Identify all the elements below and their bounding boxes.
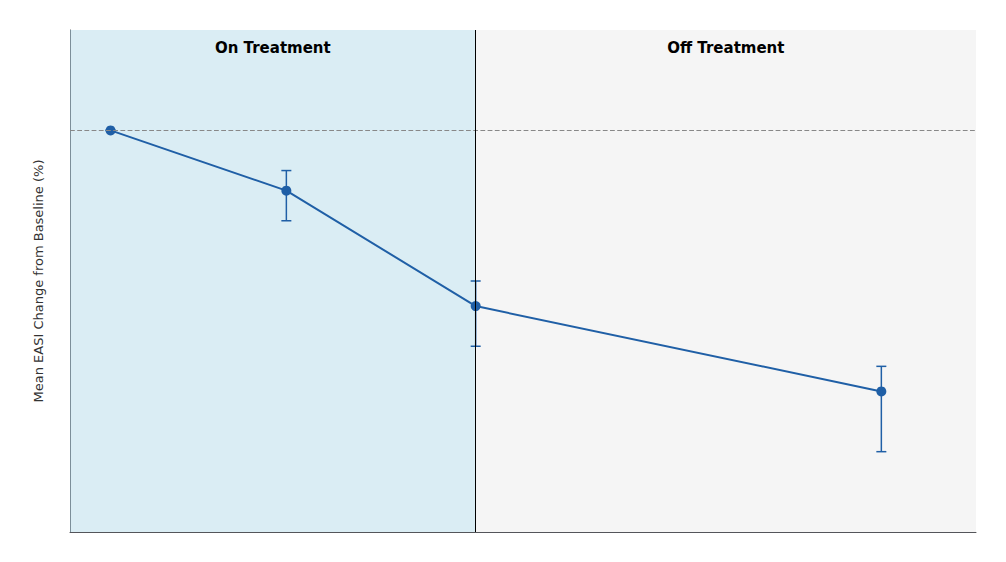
svg-text:On Treatment: On Treatment xyxy=(215,39,331,57)
svg-text:Mean EASI Change from Baseline: Mean EASI Change from Baseline (%) xyxy=(31,160,46,403)
svg-text:Off Treatment: Off Treatment xyxy=(667,39,784,57)
